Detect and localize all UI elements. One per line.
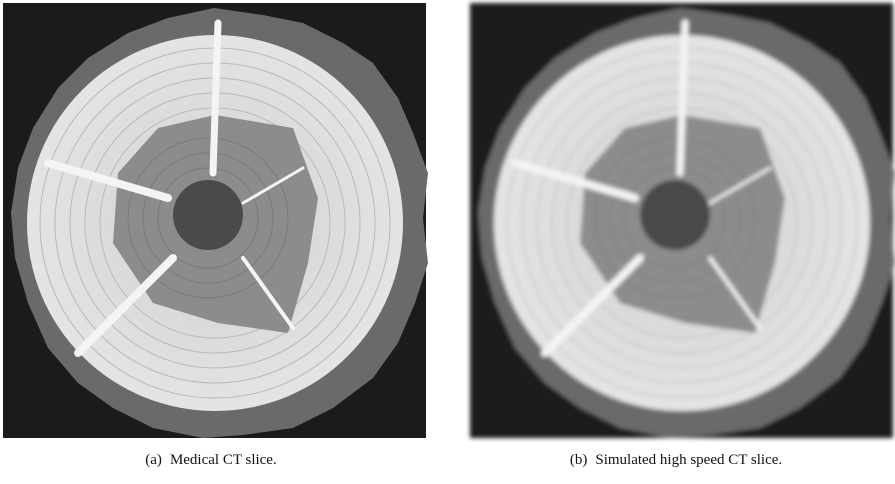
caption-a: (a) Medical CT slice. (145, 452, 284, 469)
medical-ct-image (3, 3, 428, 438)
figure: (a) Medical CT slice. (b) Simulated high s… (0, 0, 895, 484)
caption-text: Medical CT slice. (170, 452, 277, 468)
simulated-ct-image (470, 3, 895, 438)
caption-label: (a) (145, 452, 162, 468)
caption-b: (b) Simulated high speed CT slice. (570, 452, 790, 469)
caption-text: Simulated high speed CT slice. (595, 452, 782, 468)
figure-images (0, 0, 895, 484)
caption-label: (b) (570, 452, 588, 468)
